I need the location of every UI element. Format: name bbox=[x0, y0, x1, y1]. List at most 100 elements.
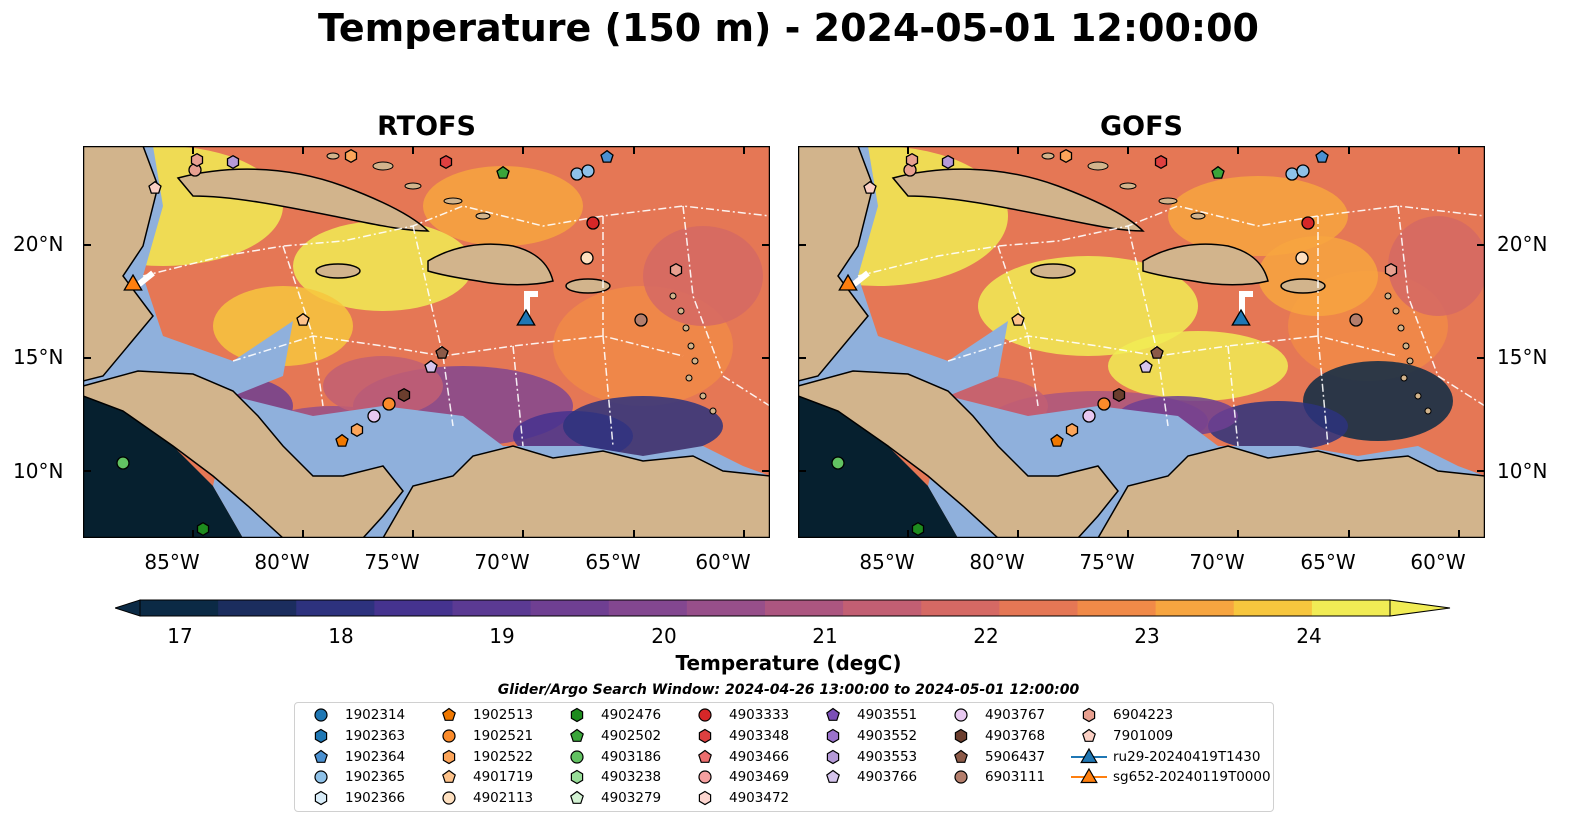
eez-boundary bbox=[997, 216, 1319, 357]
legend-item: 4903767 bbox=[941, 705, 1045, 725]
float-marker bbox=[669, 262, 683, 278]
legend-label: ru29-20240419T1430 bbox=[1113, 748, 1261, 765]
float-marker bbox=[190, 152, 204, 168]
lat-label-left-10: 10°N bbox=[13, 459, 64, 483]
colorbar-segment bbox=[921, 600, 1000, 616]
legend-item: 4903466 bbox=[685, 747, 789, 767]
float-marker bbox=[1050, 433, 1064, 447]
lesser-antilles-island bbox=[669, 292, 677, 300]
pentagon-marker-icon bbox=[826, 770, 840, 784]
colorbar-segment bbox=[140, 600, 219, 616]
legend-item: 5906437 bbox=[941, 747, 1045, 767]
hexagon-marker-icon bbox=[698, 790, 712, 806]
colorbar-frame bbox=[139, 599, 1391, 617]
legend-label: 4903768 bbox=[985, 727, 1046, 744]
legend-label: 4903766 bbox=[857, 769, 918, 786]
legend-item: 6904223 bbox=[1069, 705, 1173, 725]
float-marker bbox=[1349, 313, 1363, 327]
bahamas-island bbox=[1119, 182, 1137, 190]
colorbar-segment bbox=[1155, 600, 1235, 616]
colorbar-tick-18: 18 bbox=[328, 624, 354, 648]
float-marker bbox=[148, 180, 162, 194]
float-marker bbox=[831, 456, 845, 470]
legend-label: 4902113 bbox=[473, 790, 534, 807]
pacific-ocean bbox=[83, 391, 243, 538]
legend-item: 4903186 bbox=[557, 747, 661, 767]
lesser-antilles-island bbox=[709, 407, 717, 415]
eez-boundary bbox=[142, 205, 770, 277]
legend-item: 4903472 bbox=[685, 788, 789, 808]
legend-label: 4902476 bbox=[601, 707, 662, 723]
float-marker bbox=[634, 313, 648, 327]
lesser-antilles-island bbox=[1392, 307, 1400, 315]
legend-label: 1902521 bbox=[473, 727, 534, 744]
colorbar-tick-21: 21 bbox=[812, 624, 838, 648]
triangle-marker-icon bbox=[1071, 768, 1107, 784]
glider-track-sg652 bbox=[851, 270, 870, 288]
puerto-rico-land bbox=[1280, 278, 1326, 294]
puerto-rico-land bbox=[565, 278, 611, 294]
float-marker bbox=[1301, 216, 1315, 230]
legend-item: sg652-20240119T0000 bbox=[1069, 767, 1271, 787]
legend: 1902314 1902363 1902364 1902365 1902366 19025… bbox=[294, 702, 1274, 812]
map-frame bbox=[83, 146, 770, 538]
lesser-antilles-island bbox=[677, 307, 685, 315]
float-marker bbox=[344, 148, 358, 164]
colorbar-segment bbox=[1311, 600, 1391, 616]
lesser-antilles-island bbox=[682, 324, 690, 332]
legend-label: 1902314 bbox=[345, 707, 406, 723]
circle-marker-icon bbox=[698, 770, 712, 784]
legend-item: 4902502 bbox=[557, 726, 661, 746]
float-marker bbox=[941, 154, 955, 170]
temperature-region bbox=[1168, 176, 1348, 256]
pentagon-marker-icon bbox=[570, 728, 584, 742]
lesser-antilles-island bbox=[685, 374, 693, 382]
colorbar-label: Temperature (degC) bbox=[675, 651, 902, 675]
float-marker bbox=[435, 345, 449, 359]
legend-item: 1902363 bbox=[301, 726, 405, 746]
lon-label-right-80: 80°W bbox=[969, 550, 1025, 574]
float-marker bbox=[1059, 148, 1073, 164]
bahamas-island bbox=[443, 197, 463, 205]
colorbar-tick-20: 20 bbox=[651, 624, 677, 648]
float-marker bbox=[586, 216, 600, 230]
lat-label-right-15: 15°N bbox=[1497, 345, 1548, 369]
eez-boundary bbox=[1027, 335, 1329, 447]
hexagon-marker-icon bbox=[698, 728, 712, 743]
colorbar-segment bbox=[765, 600, 844, 616]
hexagon-marker-icon bbox=[570, 707, 584, 723]
lat-label-right-20: 20°N bbox=[1497, 232, 1548, 256]
jamaica-land bbox=[1030, 263, 1076, 279]
colorbar-segment bbox=[608, 600, 688, 616]
gofs-map bbox=[798, 146, 1485, 538]
bahamas-island bbox=[1087, 161, 1109, 171]
hispaniola-land bbox=[427, 243, 554, 286]
legend-label: 1902363 bbox=[345, 727, 406, 744]
colorbar-segment bbox=[530, 600, 610, 616]
colorbar-tick-17: 17 bbox=[167, 624, 193, 648]
float-marker bbox=[1150, 345, 1164, 359]
pentagon-marker-icon bbox=[570, 790, 584, 805]
hexagon-marker-icon bbox=[570, 770, 584, 785]
float-marker bbox=[116, 456, 130, 470]
legend-label: 4903348 bbox=[729, 727, 790, 744]
pentagon-marker-icon bbox=[954, 749, 968, 763]
temperature-region bbox=[323, 356, 443, 416]
lat-label-left-20: 20°N bbox=[13, 232, 64, 256]
colorbar-extend-high bbox=[1389, 599, 1451, 617]
legend-item: ru29-20240419T1430 bbox=[1069, 747, 1260, 767]
legend-label: 4903767 bbox=[985, 707, 1046, 723]
glider-track-ru29 bbox=[1239, 291, 1253, 318]
colorbar-tick-22: 22 bbox=[973, 624, 999, 648]
circle-marker-icon bbox=[954, 770, 968, 784]
triangle-marker-icon bbox=[1071, 747, 1107, 763]
legend-item: 1902366 bbox=[301, 788, 405, 808]
temperature-region bbox=[213, 286, 353, 366]
float-marker bbox=[397, 387, 411, 403]
legend-label: 5906437 bbox=[985, 748, 1046, 765]
pentagon-marker-icon bbox=[826, 707, 840, 721]
glider-track-ru29 bbox=[524, 291, 538, 318]
colorbar-segment bbox=[843, 600, 922, 616]
lat-label-right-10: 10°N bbox=[1497, 459, 1548, 483]
float-marker bbox=[1139, 359, 1153, 373]
